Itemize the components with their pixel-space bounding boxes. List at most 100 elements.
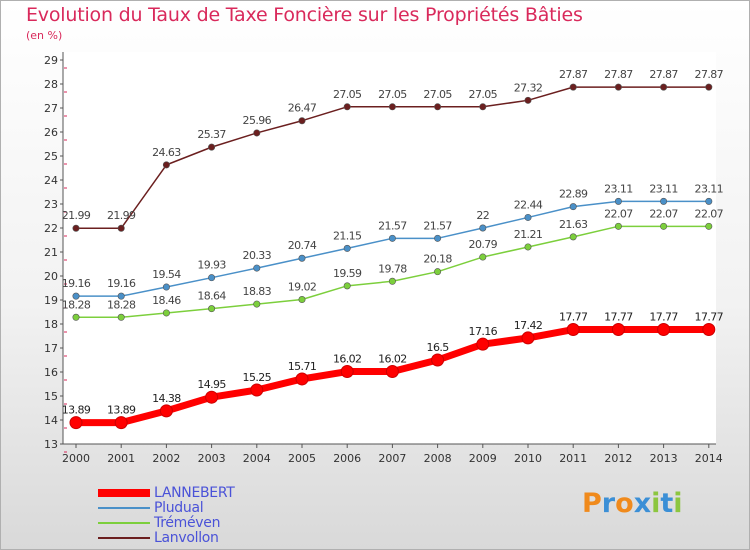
data-label: 23.11 [604,182,633,195]
logo-letter: x [633,488,652,519]
data-point [569,83,577,91]
data-label: 14.95 [197,378,226,391]
data-label: 19.02 [288,281,317,294]
data-label: 21.15 [333,229,362,242]
data-point [205,390,219,404]
data-label: 19.59 [333,267,362,280]
data-label: 25.37 [197,128,226,141]
legend-swatch [98,521,150,524]
legend-swatch [98,506,150,509]
data-point [208,143,216,151]
data-point [117,313,125,321]
data-label: 25.96 [243,114,272,127]
data-label: 27.87 [559,68,588,81]
x-tick-label: 2007 [378,452,406,465]
logo-letter: o [615,488,634,519]
data-point [343,103,351,111]
data-label: 18.28 [62,298,91,311]
data-point [479,224,487,232]
legend-swatch [98,488,150,497]
data-point [253,300,261,308]
data-point [479,253,487,261]
series-lannebert [69,323,716,430]
data-point [479,103,487,111]
data-label: 17.77 [649,311,678,324]
data-point [208,305,216,313]
data-label: 27.32 [514,81,543,94]
y-tick-label: 15 [44,390,58,403]
data-label: 21.63 [559,218,588,231]
data-point [660,83,668,91]
data-point [385,365,399,379]
logo-letter: i [673,488,683,519]
legend: LANNEBERT Pludual Tréméven Lanvollon [98,484,235,546]
x-tick-label: 2005 [288,452,316,465]
data-label: 22.07 [695,207,724,220]
data-point [434,268,442,276]
data-point [253,129,261,137]
x-tick-label: 2010 [514,452,542,465]
data-label: 20.74 [288,239,317,252]
data-point [208,274,216,282]
data-point [72,224,80,232]
data-label: 13.89 [62,404,91,417]
data-point [431,353,445,367]
data-label: 18.64 [197,290,226,303]
data-point [660,222,668,230]
data-point [162,283,170,291]
legend-swatch [98,536,150,539]
data-label: 21.99 [62,209,91,222]
data-label: 17.42 [514,319,543,332]
y-tick-label: 29 [44,54,58,67]
data-point [343,282,351,290]
x-tick-label: 2002 [152,452,180,465]
data-point [660,197,668,205]
data-label: 16.5 [427,341,450,354]
data-label: 15.25 [243,371,272,384]
data-label: 20.33 [243,249,272,262]
data-point [702,323,716,337]
data-point [159,404,173,418]
data-label: 27.05 [423,88,452,101]
data-point [705,222,713,230]
data-label: 22.07 [649,207,678,220]
y-tick-label: 14 [44,414,58,427]
legend-label: Lanvollon [154,529,219,546]
data-label: 26.47 [288,102,317,115]
series-layer [69,83,716,430]
data-label: 27.87 [604,68,633,81]
data-label: 17.77 [695,311,724,324]
legend-label: Tréméven [154,514,221,531]
x-tick-label: 2008 [424,452,452,465]
data-point [298,254,306,262]
series-pludual [72,197,713,300]
series-tr-m-ven [72,222,713,321]
unit-label: (en %) [26,29,63,42]
data-label: 18.83 [243,285,272,298]
data-label: 19.54 [152,268,181,281]
data-point [614,83,622,91]
legend-label: LANNEBERT [154,484,235,501]
legend-item: Pludual [98,500,235,516]
data-point [657,323,671,337]
data-label: 17.77 [604,311,633,324]
data-point [611,323,625,337]
x-tick-label: 2013 [650,452,678,465]
data-label: 20.18 [423,253,452,266]
legend-item: LANNEBERT [98,484,235,501]
y-tick-label: 25 [44,150,58,163]
proxiti-logo: Proxiti [582,488,683,519]
data-label: 19.16 [62,277,91,290]
data-point [524,243,532,251]
data-label: 18.28 [107,298,136,311]
logo-letter: P [582,488,602,519]
data-label: 16.02 [333,353,362,366]
logo-letter: t [660,488,674,519]
data-label: 22.89 [559,188,588,201]
data-label: 27.05 [378,88,407,101]
data-point [343,244,351,252]
data-point [162,161,170,169]
data-label: 24.63 [152,146,181,159]
data-point [524,213,532,221]
